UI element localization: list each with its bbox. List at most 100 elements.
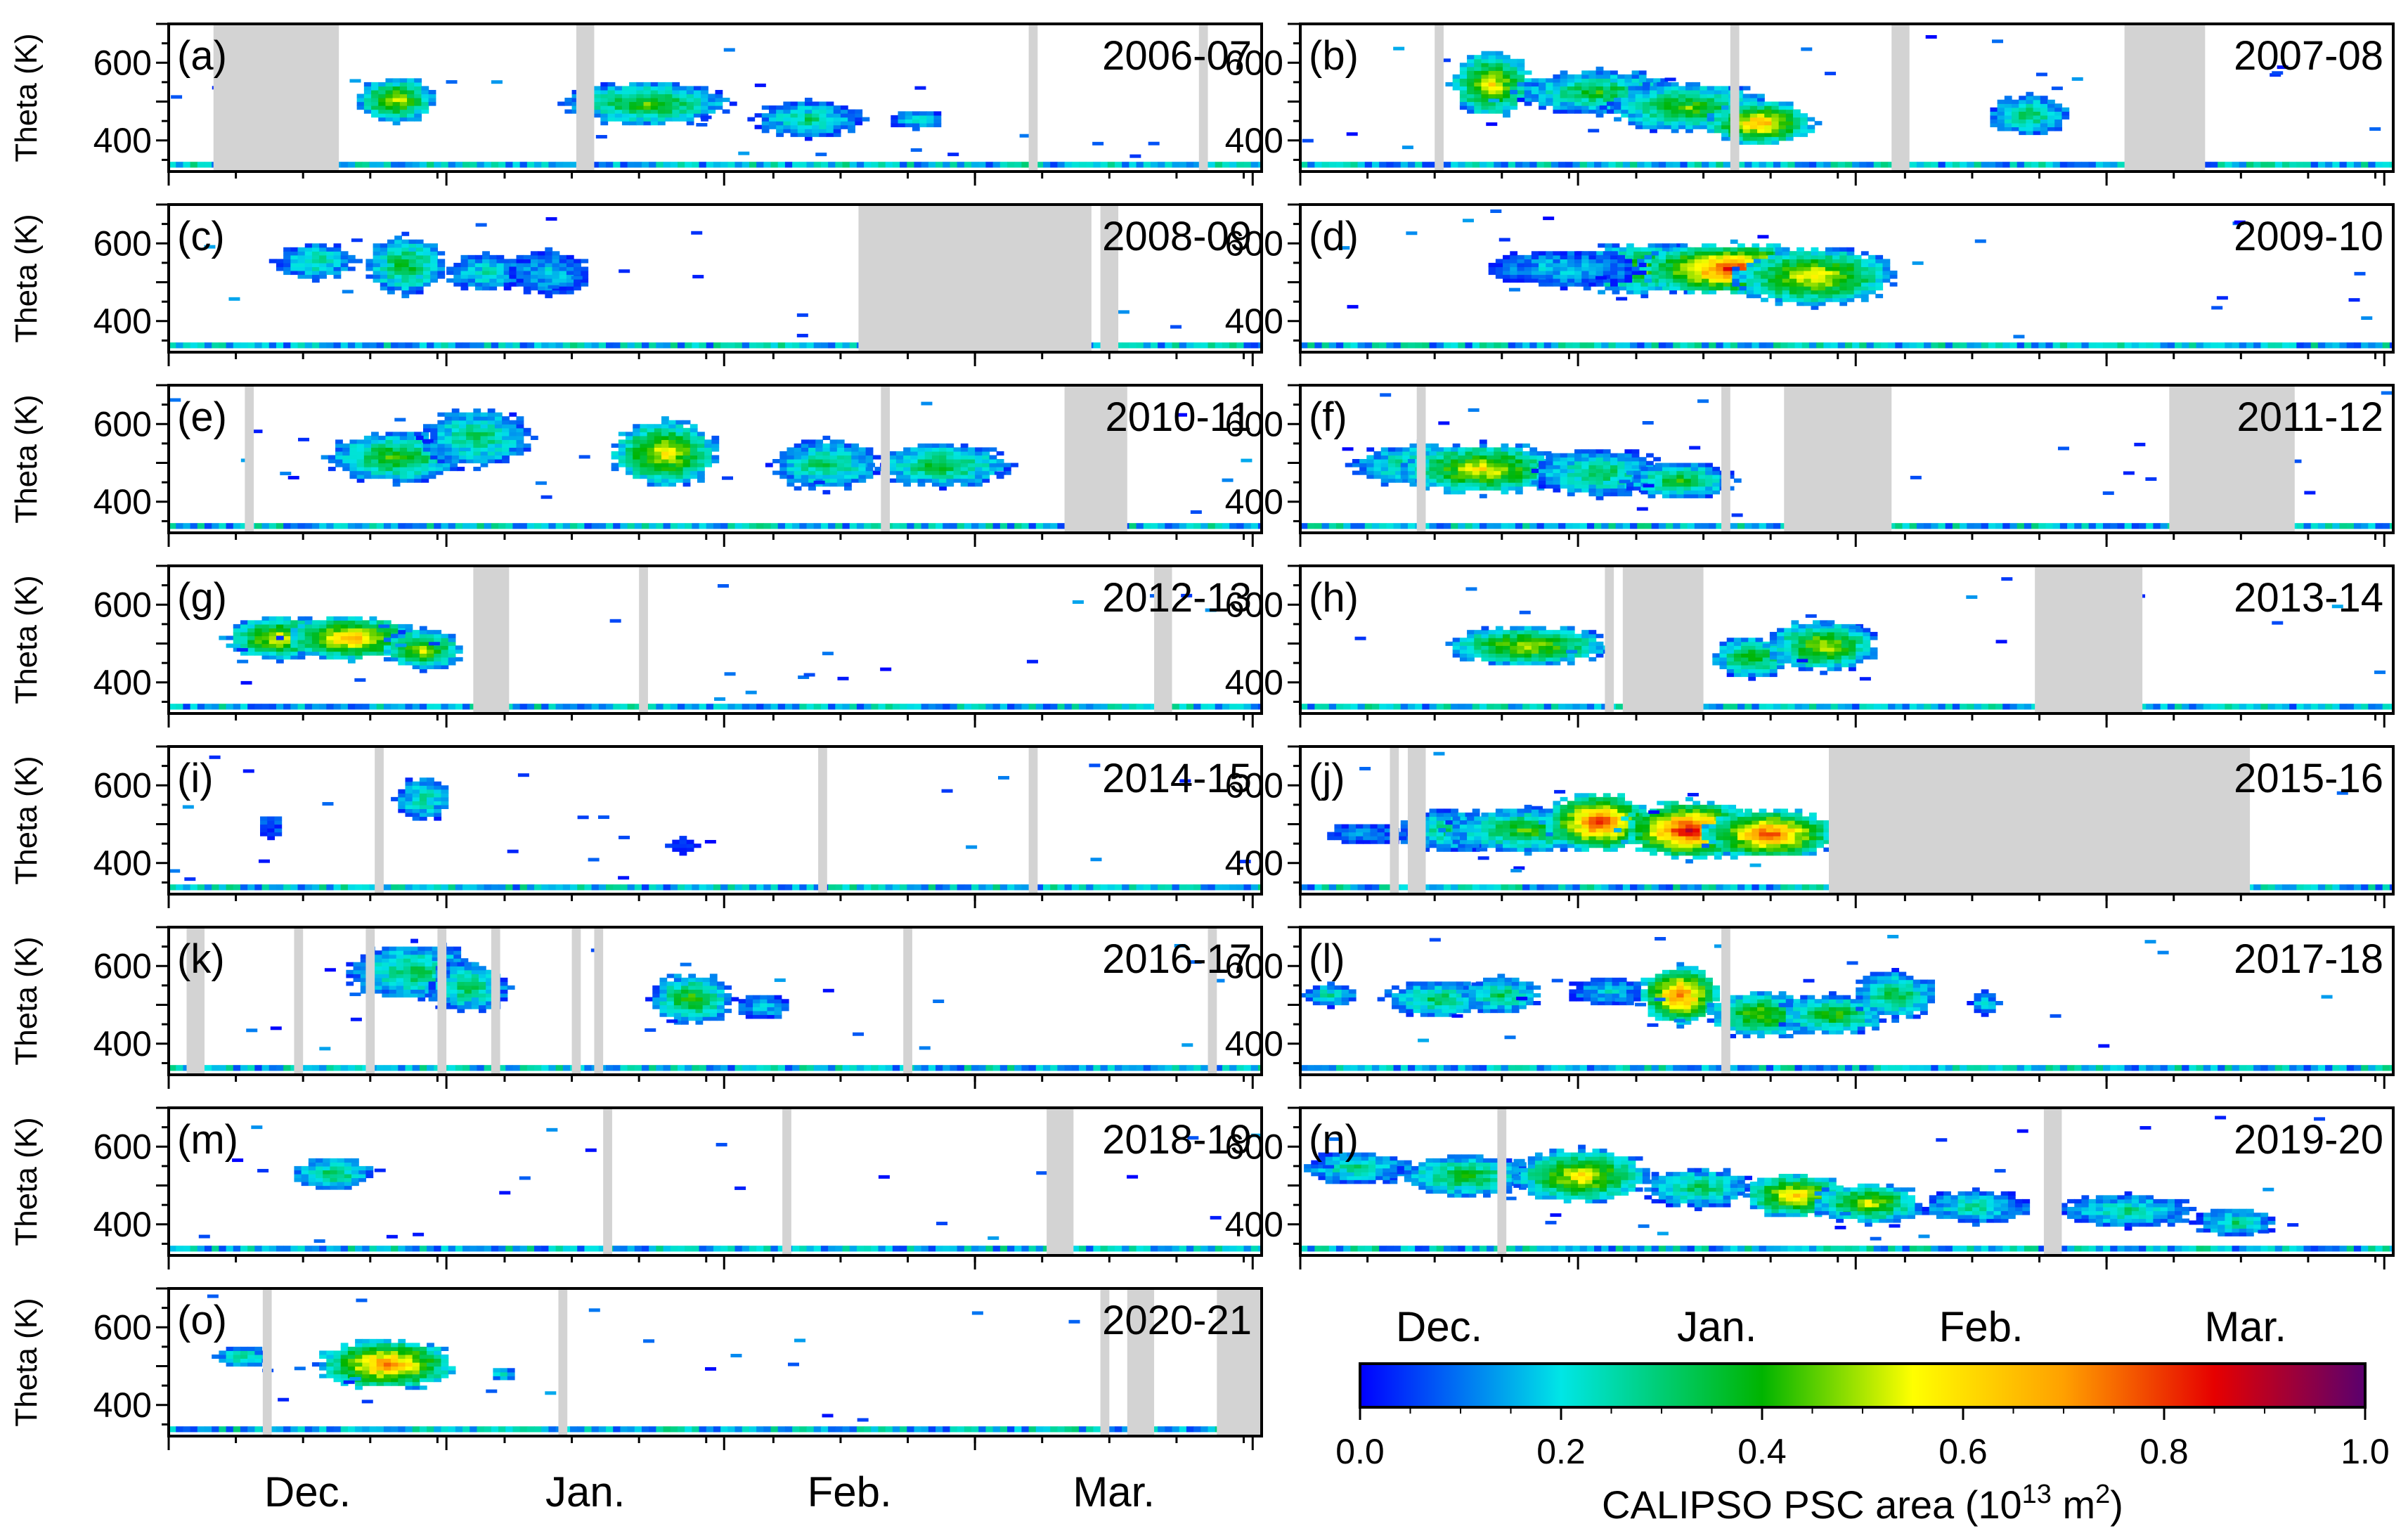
psc-cell (815, 470, 824, 475)
psc-cell (797, 101, 805, 106)
psc-cell (1451, 455, 1458, 460)
psc-cell (858, 455, 867, 460)
psc-cell (1860, 262, 1869, 268)
psc-cell (385, 105, 394, 110)
psc-cell (924, 459, 933, 464)
psc-cell (1764, 101, 1773, 106)
psc-cell (1662, 243, 1670, 248)
psc-cell (1778, 113, 1787, 118)
noise-cell (1752, 523, 1760, 529)
noise-cell (1902, 342, 1910, 349)
psc-cell (808, 463, 816, 467)
psc-cell (1761, 259, 1768, 264)
psc-cell (1402, 451, 1411, 456)
noise-cell (562, 342, 571, 349)
psc-cell (1560, 266, 1568, 271)
psc-cell (829, 470, 838, 475)
noise-cell (763, 162, 772, 168)
psc-cell (1707, 109, 1715, 114)
psc-cell (1716, 251, 1724, 256)
psc-cell (1680, 282, 1688, 287)
noise-cell (2146, 342, 2154, 349)
noise-cell (1443, 523, 1451, 529)
noise-cell (641, 523, 649, 529)
psc-cell (1692, 105, 1701, 110)
psc-cell (1709, 266, 1717, 271)
psc-cell (939, 447, 947, 452)
psc-cell (1757, 121, 1765, 126)
noise-cell (1071, 162, 1080, 168)
psc-cell (665, 109, 673, 114)
noise-cell (2131, 523, 2140, 529)
psc-cell (1603, 98, 1611, 103)
psc-cell (1746, 286, 1754, 291)
noise-cell (391, 523, 399, 529)
psc-cell (826, 105, 834, 110)
psc-cell (373, 259, 381, 264)
psc-cell (1606, 101, 1614, 106)
psc-cell (924, 474, 933, 479)
psc-cell (1990, 122, 1998, 128)
psc-cell (1671, 124, 1679, 129)
noise-cell (1529, 342, 1537, 349)
noise-cell (971, 162, 979, 168)
psc-cell (851, 463, 860, 467)
noise-cell (1967, 162, 1974, 168)
psc-cell (394, 239, 402, 244)
psc-cell (1546, 484, 1554, 489)
noise-cell (1723, 162, 1731, 168)
psc-cell (435, 470, 444, 475)
noise-cell (1888, 523, 1896, 529)
psc-cell (960, 459, 969, 464)
psc-cell (1633, 247, 1641, 252)
psc-cell (1488, 78, 1496, 83)
noise-cell (1730, 342, 1738, 349)
psc-cell (1633, 254, 1641, 259)
noise-cell (1981, 162, 1989, 168)
psc-cell (808, 474, 816, 479)
psc-cell (1990, 107, 1998, 112)
y-tick-label: 400 (93, 482, 152, 522)
noise-cell (1200, 523, 1209, 529)
noise-cell (1335, 162, 1344, 168)
noise-cell (226, 523, 234, 529)
psc-cell (1614, 117, 1621, 122)
noise-cell (2017, 523, 2025, 529)
noise-cell (355, 342, 363, 349)
psc-cell (801, 463, 809, 467)
psc-cell (371, 113, 379, 118)
psc-cell (633, 474, 641, 479)
psc-cell (552, 266, 560, 271)
psc-cell (458, 432, 467, 437)
psc-cell (487, 451, 496, 456)
noise-cell (1830, 162, 1839, 168)
noise-cell (2067, 342, 2075, 349)
psc-cell (453, 278, 462, 283)
noise-cell (233, 523, 241, 529)
noise-cell (2196, 342, 2204, 349)
psc-cell (319, 262, 327, 268)
psc-cell (392, 82, 401, 87)
psc-cell (1764, 129, 1773, 134)
psc-cell (1680, 259, 1688, 264)
psc-cell (319, 266, 327, 271)
psc-cell (1536, 455, 1545, 460)
psc-cell (1422, 463, 1430, 467)
psc-cell (826, 121, 834, 126)
psc-cell (319, 259, 327, 264)
psc-cell (1481, 74, 1489, 79)
psc-cell (593, 101, 601, 106)
psc-cell (2047, 103, 2055, 108)
psc-cell (494, 420, 503, 425)
psc-cell (812, 117, 820, 122)
psc-cell (1522, 463, 1530, 467)
psc-cell (801, 447, 809, 452)
psc-cell (1387, 455, 1396, 460)
psc-cell (1451, 478, 1458, 483)
psc-cell (895, 470, 904, 475)
sparse-cell (351, 238, 363, 243)
psc-cell (496, 259, 505, 264)
noise-cell (2052, 342, 2061, 349)
noise-cell (398, 162, 406, 168)
sparse-cell (1974, 239, 1986, 243)
